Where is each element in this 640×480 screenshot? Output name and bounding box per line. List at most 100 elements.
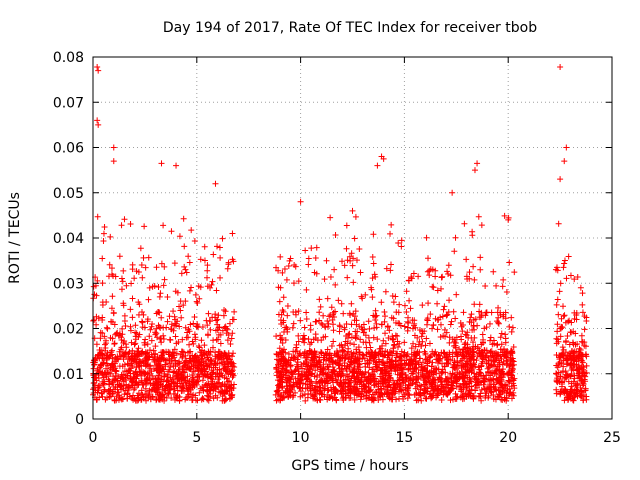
data-point — [188, 284, 195, 291]
data-point — [349, 262, 356, 269]
data-point — [170, 308, 177, 315]
data-point — [463, 369, 470, 376]
data-point — [221, 306, 228, 313]
data-point — [329, 316, 336, 323]
data-point — [475, 213, 482, 220]
data-point — [128, 378, 135, 385]
data-point — [360, 339, 367, 346]
data-point — [499, 283, 506, 290]
data-point — [93, 292, 100, 299]
data-point — [573, 316, 580, 323]
data-point — [565, 253, 572, 260]
data-point — [579, 309, 586, 316]
data-point — [145, 254, 152, 261]
data-point — [379, 370, 386, 377]
data-point — [411, 332, 418, 339]
data-point — [135, 395, 142, 402]
data-point — [132, 368, 139, 375]
data-point — [458, 333, 465, 340]
data-point — [351, 341, 358, 348]
data-point — [172, 363, 179, 370]
data-point — [574, 388, 581, 395]
data-point — [435, 360, 442, 367]
data-point — [400, 380, 407, 387]
data-point — [277, 336, 284, 343]
data-point — [177, 307, 184, 314]
data-point — [409, 317, 416, 324]
data-point — [133, 268, 140, 275]
data-point — [378, 359, 385, 366]
data-point — [407, 361, 414, 368]
data-point — [457, 382, 464, 389]
data-point — [413, 364, 420, 371]
data-point — [476, 314, 483, 321]
data-point — [465, 392, 472, 399]
data-point — [109, 388, 116, 395]
data-point — [204, 354, 211, 361]
data-point — [482, 392, 489, 399]
data-point — [214, 360, 221, 367]
data-point — [186, 357, 193, 364]
data-point — [411, 391, 418, 398]
y-tick-label: 0.06 — [53, 141, 84, 157]
data-point — [208, 367, 215, 374]
data-point — [278, 356, 285, 363]
data-point — [276, 380, 283, 387]
data-point — [349, 351, 356, 358]
data-point — [205, 393, 212, 400]
data-point — [407, 305, 414, 312]
data-point — [201, 342, 208, 349]
data-point — [217, 340, 224, 347]
data-point — [222, 395, 229, 402]
data-point — [296, 384, 303, 391]
data-point — [408, 275, 415, 282]
data-point — [341, 262, 348, 269]
data-point — [400, 395, 407, 402]
data-point — [508, 395, 515, 402]
data-point — [173, 162, 180, 169]
data-point — [279, 307, 286, 314]
data-point — [280, 317, 287, 324]
data-point — [451, 371, 458, 378]
data-point — [555, 311, 562, 318]
data-point — [227, 360, 234, 367]
data-point — [509, 349, 516, 356]
data-point — [448, 379, 455, 386]
data-point — [396, 340, 403, 347]
data-point — [443, 391, 450, 398]
data-point — [99, 255, 106, 262]
data-point — [495, 319, 502, 326]
data-point — [214, 243, 221, 250]
data-point — [452, 315, 459, 322]
data-point — [145, 369, 152, 376]
data-point — [99, 280, 106, 287]
data-point — [204, 332, 211, 339]
data-point — [508, 314, 515, 321]
data-point — [486, 386, 493, 393]
data-point — [570, 378, 577, 385]
data-point — [125, 361, 132, 368]
data-point — [275, 360, 282, 367]
data-point — [575, 353, 582, 360]
data-point — [405, 391, 412, 398]
data-point — [120, 267, 127, 274]
data-point — [129, 347, 136, 354]
data-point — [94, 63, 101, 70]
data-point — [328, 354, 335, 361]
data-point — [491, 370, 498, 377]
data-point — [360, 321, 367, 328]
data-point — [163, 378, 170, 385]
data-point — [139, 324, 146, 331]
data-point — [570, 341, 577, 348]
data-point — [221, 324, 228, 331]
data-point — [415, 361, 422, 368]
data-point — [576, 351, 583, 358]
data-point — [401, 302, 408, 309]
data-point — [509, 376, 516, 383]
data-point — [327, 273, 334, 280]
data-point — [490, 381, 497, 388]
data-point — [138, 377, 145, 384]
data-point — [417, 355, 424, 362]
data-point — [285, 263, 292, 270]
data-point — [500, 347, 507, 354]
